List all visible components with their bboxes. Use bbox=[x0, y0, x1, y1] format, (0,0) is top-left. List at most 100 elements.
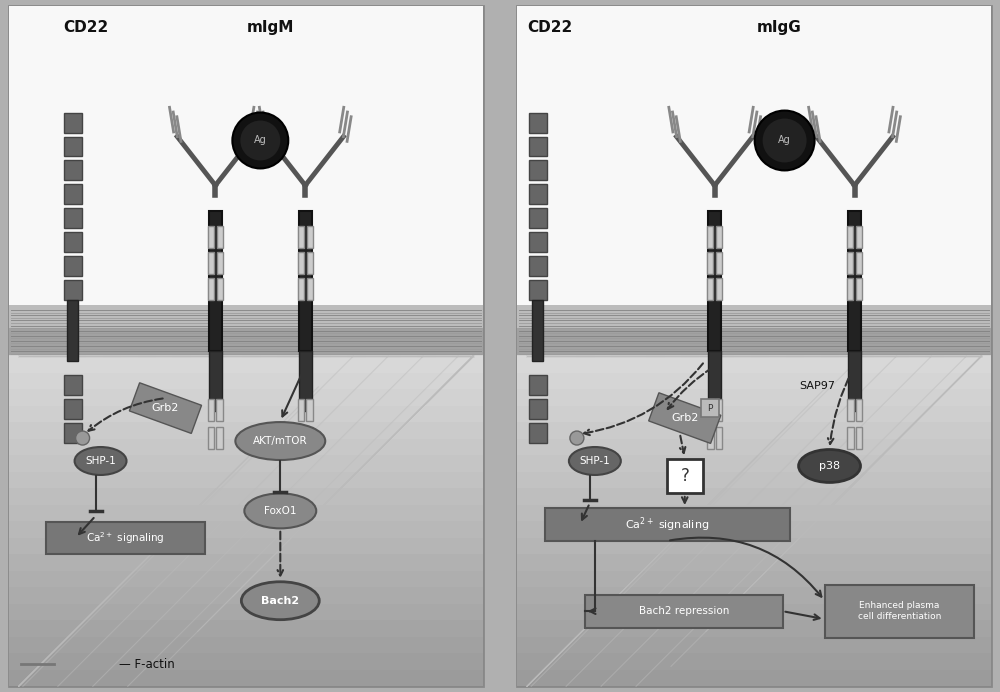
FancyBboxPatch shape bbox=[649, 393, 721, 444]
Bar bbox=[64, 280, 82, 300]
Bar bbox=[9, 603, 483, 620]
Bar bbox=[517, 619, 991, 637]
Text: P: P bbox=[707, 403, 712, 412]
Bar bbox=[9, 6, 483, 686]
Bar bbox=[529, 233, 547, 253]
Bar bbox=[9, 421, 483, 439]
Bar bbox=[517, 421, 991, 439]
FancyBboxPatch shape bbox=[129, 383, 202, 433]
Bar bbox=[529, 256, 547, 276]
Bar bbox=[9, 668, 483, 686]
Bar bbox=[517, 636, 991, 653]
Bar bbox=[9, 438, 483, 455]
Bar bbox=[517, 438, 991, 455]
Bar bbox=[517, 570, 991, 588]
Bar bbox=[529, 208, 547, 228]
Text: Enhanced plasma
cell differentiation: Enhanced plasma cell differentiation bbox=[858, 601, 941, 621]
Text: ?: ? bbox=[680, 467, 689, 485]
Text: CD22: CD22 bbox=[63, 20, 108, 35]
Bar bbox=[216, 399, 223, 421]
Bar bbox=[64, 399, 82, 419]
Bar bbox=[9, 520, 483, 538]
Bar bbox=[64, 136, 82, 156]
Bar bbox=[298, 226, 304, 248]
Bar bbox=[217, 253, 223, 274]
Bar bbox=[716, 399, 722, 421]
Bar bbox=[707, 278, 713, 300]
Bar bbox=[856, 226, 862, 248]
Bar bbox=[716, 226, 722, 248]
Bar bbox=[716, 278, 722, 300]
Bar bbox=[825, 585, 974, 637]
Bar bbox=[208, 399, 214, 421]
Text: SAP97: SAP97 bbox=[800, 381, 836, 391]
Bar bbox=[517, 537, 991, 554]
Bar bbox=[9, 305, 483, 356]
Bar bbox=[517, 305, 991, 356]
Bar bbox=[529, 184, 547, 204]
Text: mIgG: mIgG bbox=[757, 20, 802, 35]
Text: mIgM: mIgM bbox=[247, 20, 294, 35]
Bar bbox=[716, 427, 722, 449]
Bar bbox=[517, 504, 991, 521]
Ellipse shape bbox=[235, 422, 325, 460]
Bar bbox=[64, 256, 82, 276]
Bar bbox=[299, 211, 312, 351]
Text: Ca$^{2+}$ signaling: Ca$^{2+}$ signaling bbox=[86, 530, 165, 546]
Bar bbox=[532, 300, 543, 361]
Bar bbox=[9, 6, 483, 332]
Text: Ag: Ag bbox=[254, 136, 267, 145]
Bar bbox=[9, 355, 483, 373]
Bar bbox=[46, 522, 205, 554]
Text: Ag: Ag bbox=[778, 136, 791, 145]
Bar bbox=[208, 278, 214, 300]
Bar bbox=[298, 399, 304, 421]
Bar bbox=[306, 427, 313, 449]
Bar bbox=[64, 113, 82, 132]
Bar bbox=[856, 253, 862, 274]
Bar bbox=[217, 278, 223, 300]
Bar bbox=[517, 454, 991, 472]
Bar bbox=[9, 653, 483, 670]
Bar bbox=[64, 233, 82, 253]
Bar bbox=[517, 305, 991, 356]
Bar bbox=[209, 352, 222, 411]
Bar bbox=[307, 253, 313, 274]
Bar bbox=[529, 161, 547, 181]
Text: SHP-1: SHP-1 bbox=[85, 456, 116, 466]
Bar bbox=[847, 253, 853, 274]
Bar bbox=[209, 211, 222, 351]
Bar bbox=[9, 388, 483, 406]
Text: FoxO1: FoxO1 bbox=[264, 506, 297, 516]
Bar bbox=[707, 427, 714, 449]
Text: AKT/mTOR: AKT/mTOR bbox=[253, 436, 308, 446]
Bar bbox=[216, 427, 223, 449]
Ellipse shape bbox=[799, 450, 860, 482]
Bar bbox=[9, 487, 483, 504]
Text: Grb2: Grb2 bbox=[152, 403, 179, 413]
Bar bbox=[299, 352, 312, 411]
Bar bbox=[529, 113, 547, 132]
Circle shape bbox=[570, 431, 584, 445]
Bar bbox=[707, 399, 714, 421]
Bar bbox=[517, 388, 991, 406]
Text: Bach2 repression: Bach2 repression bbox=[639, 606, 729, 616]
Bar bbox=[856, 399, 862, 421]
Circle shape bbox=[232, 113, 288, 168]
Bar bbox=[517, 668, 991, 686]
Bar bbox=[9, 554, 483, 571]
Bar bbox=[847, 427, 854, 449]
Text: Grb2: Grb2 bbox=[671, 413, 698, 423]
Bar bbox=[517, 355, 991, 373]
Bar bbox=[64, 161, 82, 181]
Bar bbox=[298, 427, 304, 449]
Bar bbox=[708, 352, 721, 411]
Bar bbox=[517, 520, 991, 538]
Bar bbox=[701, 399, 719, 417]
Bar bbox=[9, 471, 483, 489]
Text: SHP-1: SHP-1 bbox=[579, 456, 610, 466]
Bar bbox=[707, 253, 713, 274]
Bar bbox=[529, 375, 547, 395]
Ellipse shape bbox=[241, 582, 319, 619]
Bar bbox=[517, 6, 991, 686]
